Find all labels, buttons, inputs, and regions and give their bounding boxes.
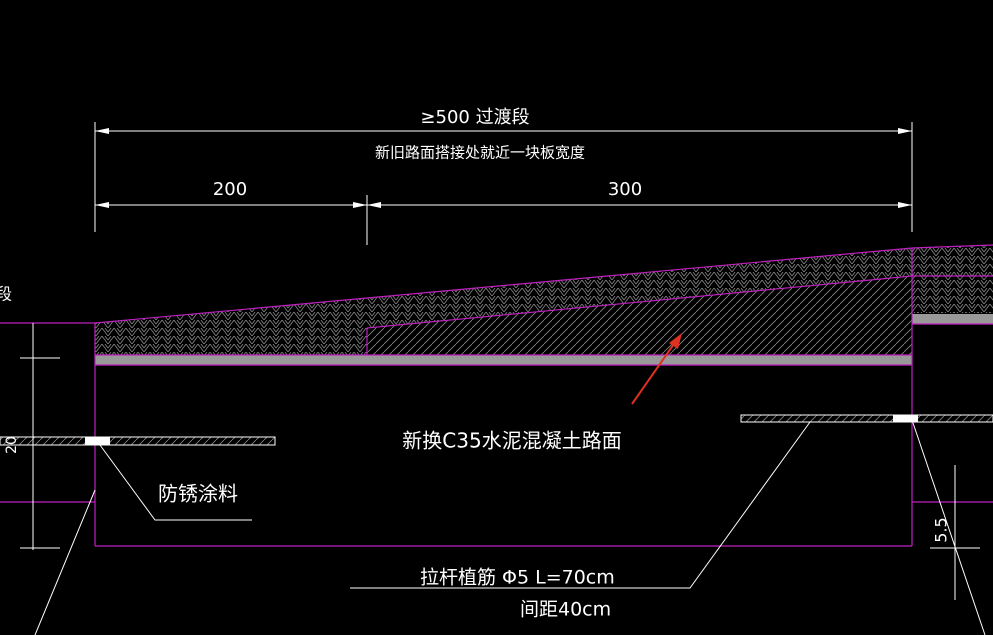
geometry bbox=[0, 122, 993, 635]
dim-note: 新旧路面搭接处就近一块板宽度 bbox=[375, 144, 585, 162]
tie-bar-label: 拉杆植筋 Φ5 L=70cm bbox=[420, 567, 615, 589]
dim-left: 200 bbox=[213, 179, 247, 200]
edge-label: 段 bbox=[0, 285, 12, 304]
dim-side-right: 5.5 bbox=[932, 517, 951, 542]
dim-total: ≥500 过渡段 bbox=[420, 107, 529, 128]
coating-label: 防锈涂料 bbox=[158, 482, 238, 506]
dim-right: 300 bbox=[608, 179, 642, 200]
dim-side-left: 20 bbox=[4, 436, 20, 454]
slab-label: 新换C35水泥混凝土路面 bbox=[402, 429, 621, 453]
spacing-label: 间距40cm bbox=[520, 599, 611, 621]
